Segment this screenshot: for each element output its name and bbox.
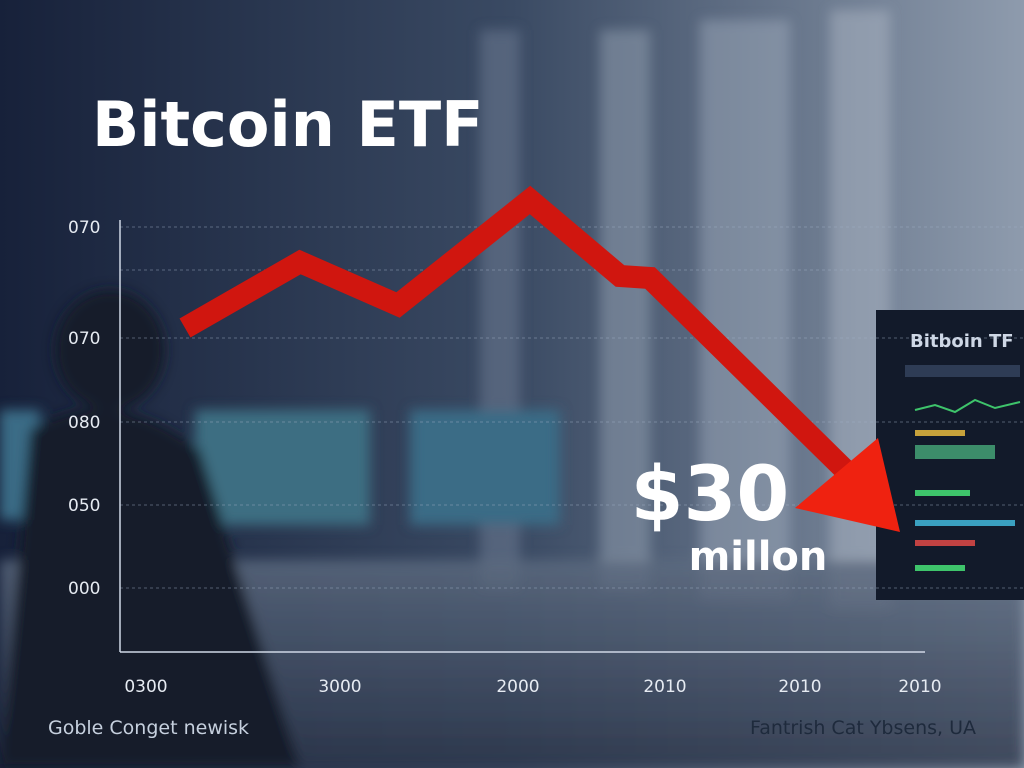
x-label: 2000 (496, 677, 539, 697)
footer-right: Fantrish Cat Ybsens, UA (750, 717, 976, 739)
y-label: 070 (68, 218, 100, 238)
callout-amount: $30 (631, 449, 790, 538)
screen-title: Bitboin TF (910, 331, 1014, 352)
x-label: 3000 (318, 677, 361, 697)
y-label: 050 (68, 496, 100, 516)
screen: Bitboin TF (876, 310, 1024, 600)
y-label: 080 (68, 413, 100, 433)
title: Bitcoin ETF (92, 88, 483, 161)
callout-unit: millon (689, 534, 828, 580)
y-label: 000 (68, 579, 100, 599)
x-label: 2010 (643, 677, 686, 697)
x-label: 0300 (124, 677, 167, 697)
trend-arrow (179, 185, 900, 532)
footer-left: Goble Conget newisk (48, 717, 249, 739)
x-label: 2010 (778, 677, 821, 697)
x-label: 2010 (898, 677, 941, 697)
y-label: 070 (68, 329, 100, 349)
